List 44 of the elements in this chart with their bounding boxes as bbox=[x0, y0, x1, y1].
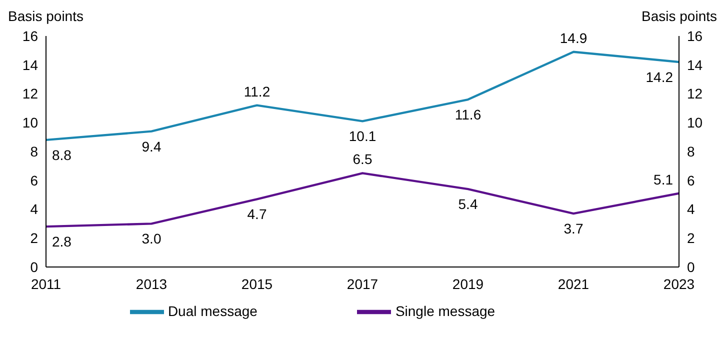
y-tick-label: 8 bbox=[30, 143, 38, 160]
y2-tick-label: 0 bbox=[687, 258, 695, 275]
y2-tick-label: 2 bbox=[687, 230, 695, 246]
data-label: 14.2 bbox=[646, 68, 674, 85]
y-tick-label: 2 bbox=[30, 230, 38, 246]
line-series bbox=[46, 50, 679, 142]
data-label: 9.4 bbox=[142, 138, 162, 154]
y2-tick-label: 4 bbox=[687, 201, 695, 218]
data-label: 10.1 bbox=[348, 128, 376, 144]
x-tick-label: 2019 bbox=[452, 276, 484, 292]
data-label: 2.8 bbox=[52, 234, 72, 250]
y2-tick-label: 16 bbox=[687, 28, 703, 44]
y-tick-label: 0 bbox=[30, 258, 38, 275]
y-axis-title: Basis points bbox=[8, 8, 84, 24]
y2-tick-label: 8 bbox=[687, 143, 695, 160]
data-label: 14.9 bbox=[560, 30, 588, 46]
y-tick-label: 14 bbox=[22, 56, 38, 73]
x-tick-label: 2017 bbox=[346, 276, 378, 292]
y2-axis-title: Basis points bbox=[642, 8, 717, 24]
x-tick-label: 2013 bbox=[136, 276, 168, 292]
x-tick-label: 2011 bbox=[30, 276, 62, 292]
data-label: 5.4 bbox=[458, 196, 478, 212]
data-label: 3.7 bbox=[564, 220, 584, 237]
y2-tick-label: 14 bbox=[687, 56, 703, 73]
y-tick-label: 12 bbox=[22, 86, 38, 102]
data-label: 5.1 bbox=[654, 171, 674, 188]
y-tick-label: 6 bbox=[30, 172, 38, 188]
data-label: 11.6 bbox=[454, 106, 482, 123]
data-label: 11.2 bbox=[244, 83, 270, 100]
data-label: 6.5 bbox=[352, 151, 372, 168]
legend-label: Dual message bbox=[168, 302, 258, 319]
legend-label: Single message bbox=[395, 302, 496, 319]
y-tick-label: 16 bbox=[22, 28, 38, 44]
y2-tick-label: 12 bbox=[687, 86, 703, 102]
data-label: 4.7 bbox=[247, 206, 267, 222]
y2-tick-label: 10 bbox=[687, 114, 703, 131]
data-label: 8.8 bbox=[52, 146, 72, 163]
x-tick-label: 2015 bbox=[241, 276, 273, 292]
x-tick-label: 2021 bbox=[558, 276, 590, 292]
data-label: 3.0 bbox=[142, 230, 162, 247]
y-tick-label: 10 bbox=[22, 114, 38, 131]
x-tick-label: 2023 bbox=[663, 276, 695, 292]
y-tick-label: 4 bbox=[30, 201, 38, 218]
y2-tick-label: 6 bbox=[687, 172, 695, 188]
